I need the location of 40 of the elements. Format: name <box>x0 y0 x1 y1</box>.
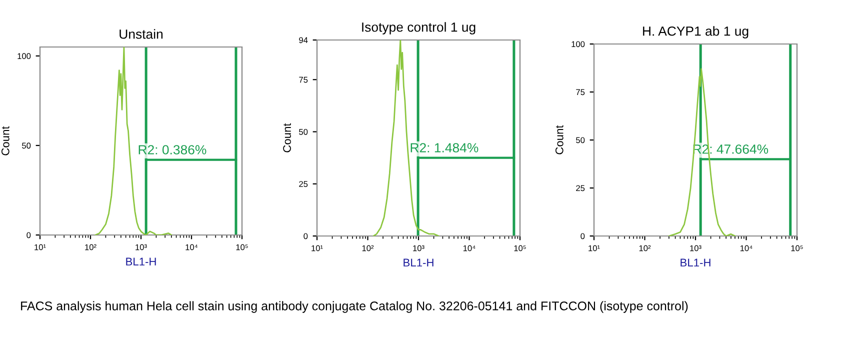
x-tick-label: 10⁵ <box>514 245 526 252</box>
x-axis-title: BL1-H <box>126 258 156 266</box>
x-tick-label: 10¹ <box>34 244 46 250</box>
series-label: R2: 0.386% <box>138 145 206 154</box>
x-tick-label: 10⁵ <box>791 245 803 252</box>
y-axis-title: Count <box>555 125 564 154</box>
y-tick-label: 100 <box>572 41 585 48</box>
x-tick-label: 10³ <box>413 245 424 252</box>
y-axis-title: Count <box>283 123 291 152</box>
x-tick-label: 10² <box>362 245 374 252</box>
x-tick-label: 10¹ <box>312 245 323 252</box>
y-tick-label: 100 <box>18 53 31 60</box>
y-axis-title: Count <box>1 126 10 156</box>
x-tick-label: 10³ <box>136 244 147 250</box>
chart-title: H. ACYP1 ab 1 ug <box>643 26 748 38</box>
x-tick-label: 10¹ <box>588 245 600 252</box>
y-tick-label: 0 <box>26 232 31 238</box>
x-tick-label: 10² <box>85 244 96 250</box>
text: FACS analysis human Hela cell stain using antibody conjugate Catalog No. 32206-05141 and FITCCON (isotype control) <box>21 301 688 313</box>
x-tick-label: 10² <box>639 245 651 252</box>
x-tick-label: 10³ <box>690 245 702 252</box>
x-tick-label: 10⁴ <box>463 245 476 252</box>
y-tick-label: 25 <box>576 185 585 192</box>
y-tick-label: 94 <box>299 37 308 44</box>
y-tick-label: 25 <box>299 181 308 187</box>
y-tick-label: 50 <box>22 142 31 149</box>
y-tick-label: 50 <box>299 128 308 135</box>
x-tick-label: 10⁴ <box>740 245 752 252</box>
x-tick-label: 10⁴ <box>186 244 198 250</box>
series-label: R2: 1.484% <box>410 143 478 152</box>
chart-title: Unstain <box>120 29 163 39</box>
x-tick-label: 10⁵ <box>236 244 248 250</box>
y-tick-label: 75 <box>576 89 585 96</box>
y-tick-label: 0 <box>580 233 585 240</box>
y-tick-label: 0 <box>304 233 308 240</box>
x-axis-title: BL1-H <box>680 258 710 266</box>
x-axis-title: BL1-H <box>404 258 434 266</box>
chart-title: Isotype control 1 ug <box>362 22 476 34</box>
y-tick-label: 50 <box>576 137 585 144</box>
y-tick-label: 75 <box>299 76 308 83</box>
